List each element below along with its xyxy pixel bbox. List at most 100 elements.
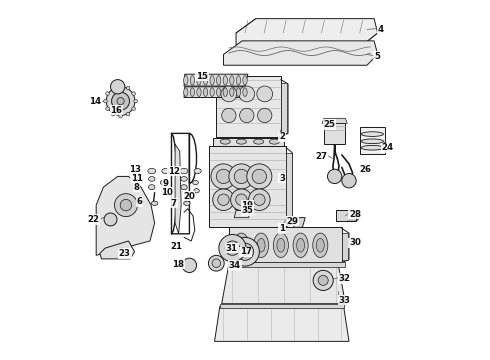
Ellipse shape [111, 112, 115, 116]
Text: 31: 31 [226, 244, 238, 253]
Circle shape [342, 174, 356, 188]
Text: 6: 6 [137, 197, 143, 206]
Ellipse shape [194, 168, 201, 174]
Polygon shape [209, 146, 286, 226]
Circle shape [240, 108, 254, 123]
Text: 9: 9 [163, 179, 169, 188]
Ellipse shape [313, 233, 328, 257]
Circle shape [225, 241, 240, 255]
Ellipse shape [148, 177, 155, 181]
Bar [342, 233, 348, 260]
Polygon shape [213, 138, 284, 146]
Ellipse shape [217, 76, 221, 85]
Polygon shape [223, 41, 378, 65]
Circle shape [242, 248, 248, 255]
Polygon shape [229, 262, 345, 267]
Circle shape [234, 169, 248, 184]
Ellipse shape [126, 86, 130, 90]
Text: 10: 10 [161, 188, 172, 197]
Ellipse shape [106, 107, 109, 111]
Polygon shape [337, 211, 356, 221]
Ellipse shape [197, 88, 201, 96]
Ellipse shape [194, 189, 199, 193]
Text: 18: 18 [172, 260, 184, 269]
Text: 30: 30 [349, 238, 361, 247]
Ellipse shape [277, 238, 285, 252]
Text: 25: 25 [323, 120, 335, 129]
Circle shape [239, 86, 255, 102]
Ellipse shape [230, 76, 234, 85]
Circle shape [182, 258, 196, 273]
Polygon shape [221, 264, 345, 304]
Ellipse shape [162, 168, 169, 174]
Text: 13: 13 [129, 165, 141, 174]
Text: 34: 34 [229, 261, 241, 270]
Circle shape [231, 237, 259, 266]
Text: 7: 7 [171, 199, 177, 208]
Polygon shape [324, 123, 345, 144]
Ellipse shape [148, 185, 155, 190]
Polygon shape [235, 198, 252, 210]
Ellipse shape [361, 145, 383, 150]
Ellipse shape [184, 88, 188, 96]
Circle shape [106, 87, 135, 116]
Text: 17: 17 [240, 247, 252, 256]
Polygon shape [360, 127, 385, 154]
Ellipse shape [254, 139, 264, 144]
Text: 19: 19 [242, 201, 253, 210]
Circle shape [112, 92, 129, 110]
Ellipse shape [151, 201, 158, 206]
Circle shape [247, 164, 272, 189]
Ellipse shape [243, 76, 247, 85]
Ellipse shape [106, 92, 109, 95]
Circle shape [120, 199, 132, 211]
Text: 24: 24 [381, 143, 393, 152]
Text: 12: 12 [168, 167, 180, 176]
Polygon shape [220, 305, 343, 309]
Text: 14: 14 [90, 96, 101, 105]
Circle shape [104, 213, 117, 226]
Ellipse shape [270, 139, 279, 144]
Ellipse shape [119, 114, 122, 118]
Text: 23: 23 [119, 249, 131, 258]
Circle shape [252, 169, 267, 184]
Ellipse shape [254, 233, 269, 257]
Ellipse shape [162, 189, 167, 193]
Ellipse shape [238, 238, 245, 252]
Circle shape [257, 86, 272, 102]
Ellipse shape [190, 76, 195, 85]
Circle shape [218, 194, 229, 206]
Text: 33: 33 [338, 296, 350, 305]
Polygon shape [184, 74, 248, 86]
Text: 29: 29 [287, 217, 299, 226]
Ellipse shape [184, 76, 188, 85]
Text: 3: 3 [279, 174, 285, 183]
Circle shape [236, 243, 254, 260]
Circle shape [258, 108, 272, 123]
Ellipse shape [361, 139, 383, 144]
Polygon shape [175, 144, 181, 234]
Circle shape [313, 270, 333, 291]
Text: 4: 4 [378, 25, 384, 34]
Circle shape [254, 194, 265, 206]
Ellipse shape [104, 99, 107, 103]
Ellipse shape [203, 76, 208, 85]
Text: 1: 1 [279, 224, 285, 233]
Polygon shape [322, 118, 347, 123]
Circle shape [219, 234, 246, 262]
Circle shape [117, 98, 124, 105]
Ellipse shape [293, 233, 308, 257]
Text: 5: 5 [374, 52, 380, 61]
Ellipse shape [217, 88, 221, 96]
Ellipse shape [257, 238, 265, 252]
Text: 8: 8 [133, 183, 139, 192]
Circle shape [327, 169, 342, 184]
Ellipse shape [181, 185, 187, 190]
Ellipse shape [317, 238, 324, 252]
Ellipse shape [132, 92, 135, 95]
Circle shape [213, 189, 234, 211]
Polygon shape [96, 176, 155, 255]
Ellipse shape [223, 76, 227, 85]
Ellipse shape [223, 88, 227, 96]
Ellipse shape [210, 88, 214, 96]
